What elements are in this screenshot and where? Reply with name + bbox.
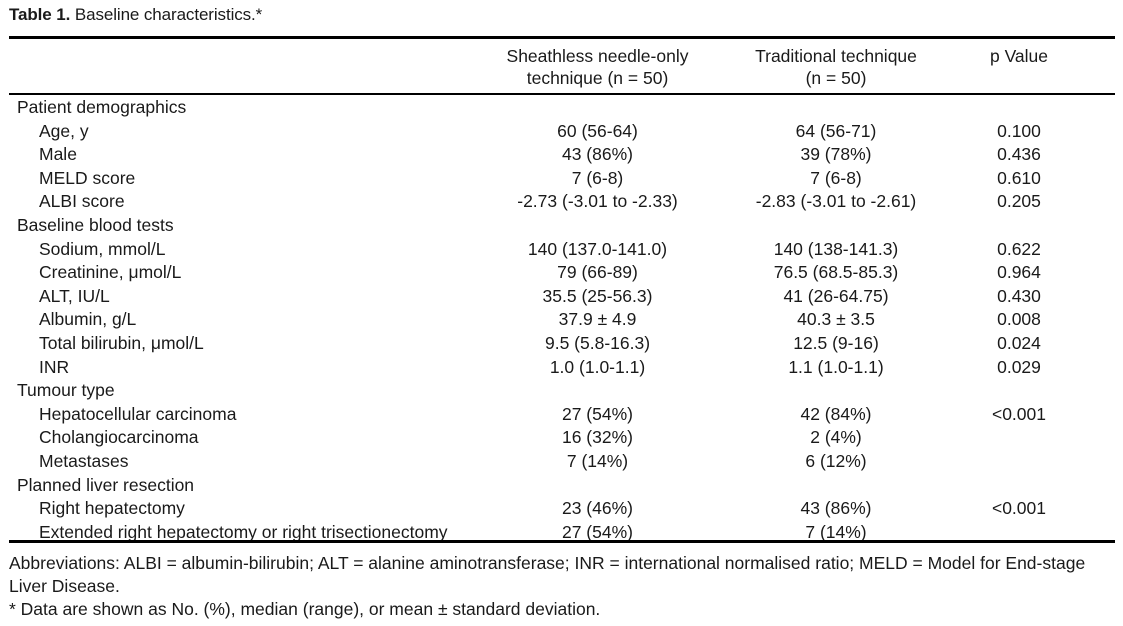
- row-label: Right hepatectomy: [39, 498, 185, 519]
- sheathless-value: 23 (46%): [561, 498, 633, 519]
- traditional-value: 6 (12%): [805, 451, 867, 471]
- row-label: Age, y: [39, 120, 89, 141]
- sheathless-value: 60 (56-64): [557, 120, 638, 141]
- sheathless-value: 27 (54%): [561, 403, 633, 424]
- sheathless-value: 9.5 (5.8-16.3): [544, 333, 651, 353]
- row-label: Male: [39, 144, 77, 165]
- table-row: Sodium, mmol/L 140 (137.0-141.0) 140 (138-…: [9, 238, 1115, 262]
- p-value: <0.001: [991, 403, 1046, 424]
- table-row: Total bilirubin, μmol/L 9.5 (5.8-16.3) 12.…: [9, 332, 1115, 356]
- data-footnote: * Data are shown as No. (%), median (ran…: [9, 599, 601, 619]
- sheathless-value: 35.5 (25-56.3): [542, 285, 653, 306]
- sheathless-value: -2.73 (-3.01 to -2.33): [517, 191, 678, 212]
- p-value: 0.436: [997, 144, 1041, 165]
- p-value: <0.001: [991, 498, 1046, 519]
- traditional-value: 42 (84%): [800, 403, 872, 424]
- row-label: Sodium, mmol/L: [39, 238, 166, 259]
- header-sheathless-line1: Sheathless needle-only: [506, 46, 689, 66]
- header-traditional: Traditional technique (n = 50): [728, 45, 944, 89]
- traditional-value: 40.3 ± 3.5: [797, 309, 875, 330]
- traditional-value: 1.1 (1.0-1.1): [788, 356, 884, 377]
- header-traditional-line2: (n = 50): [805, 68, 867, 88]
- table-row: Cholangiocarcinoma 16 (32%) 2 (4%): [9, 426, 1115, 450]
- row-label: ALBI score: [39, 191, 125, 212]
- sheathless-value: 37.9 ± 4.9: [558, 309, 637, 330]
- header-sheathless: Sheathless needle-only technique (n = 50…: [489, 45, 706, 89]
- table-row: Albumin, g/L 37.9 ± 4.9 40.3 ± 3.5 0.008: [9, 308, 1115, 332]
- header-rule: [9, 93, 1115, 95]
- row-label: Metastases: [39, 451, 129, 471]
- row-label: ALT, IU/L: [39, 285, 110, 306]
- p-value: 0.430: [997, 285, 1041, 306]
- header-traditional-line1: Traditional technique: [755, 46, 917, 66]
- table-row: ALBI score -2.73 (-3.01 to -2.33) -2.83 (-…: [9, 190, 1115, 214]
- table-row: Age, y 60 (56-64) 64 (56-71) 0.100: [9, 120, 1115, 144]
- row-label: Creatinine, μmol/L: [39, 262, 182, 283]
- p-value: 0.100: [997, 120, 1041, 141]
- table-row: Creatinine, μmol/L 79 (66-89) 76.5 (68.5-8…: [9, 261, 1115, 285]
- row-label: INR: [39, 356, 70, 377]
- section-label: Baseline blood tests: [17, 215, 174, 235]
- traditional-value: 76.5 (68.5-85.3): [773, 262, 899, 283]
- sheathless-value: 7 (14%): [566, 451, 629, 471]
- row-label: Total bilirubin, μmol/L: [39, 333, 204, 353]
- traditional-value: 12.5 (9-16): [793, 333, 879, 353]
- traditional-value: 43 (86%): [800, 498, 872, 519]
- section-label: Tumour type: [17, 380, 115, 401]
- sheathless-value: 27 (54%): [561, 521, 633, 542]
- table-row: Metastases 7 (14%) 6 (12%): [9, 450, 1115, 474]
- p-value: 0.205: [997, 191, 1041, 212]
- header-sheathless-line2: technique (n = 50): [526, 68, 669, 88]
- section-label: Patient demographics: [17, 97, 187, 117]
- table-title: Baseline characteristics.*: [70, 5, 263, 24]
- table-row: Male 43 (86%) 39 (78%) 0.436: [9, 143, 1115, 167]
- table-row: MELD score 7 (6-8) 7 (6-8) 0.610: [9, 167, 1115, 191]
- traditional-value: 7 (6-8): [810, 167, 862, 188]
- row-label: Hepatocellular carcinoma: [39, 403, 237, 424]
- sheathless-value: 79 (66-89): [557, 262, 638, 283]
- table-row: Hepatocellular carcinoma 27 (54%) 42 (84%)…: [9, 403, 1115, 427]
- section-row: Baseline blood tests: [9, 214, 1115, 238]
- p-value: 0.964: [997, 262, 1041, 283]
- row-label: Cholangiocarcinoma: [39, 427, 199, 448]
- p-value: 0.622: [997, 238, 1041, 259]
- p-value: 0.610: [997, 167, 1041, 188]
- table-caption: Table 1. Baseline characteristics.*: [9, 5, 262, 25]
- row-label: Albumin, g/L: [39, 309, 137, 330]
- sheathless-value: 1.0 (1.0-1.1): [549, 356, 646, 377]
- traditional-value: 140 (138-141.3): [773, 238, 899, 259]
- section-label: Planned liver resection: [17, 474, 195, 495]
- section-row: Patient demographics: [9, 96, 1115, 120]
- header-p-value: p Value: [989, 46, 1049, 66]
- table-row: Extended right hepatectomy or right tris…: [9, 521, 1115, 545]
- traditional-value: 41 (26-64.75): [783, 285, 889, 306]
- traditional-value: 7 (14%): [805, 521, 867, 542]
- p-value: 0.029: [997, 356, 1041, 377]
- row-label: Extended right hepatectomy or right tris…: [39, 521, 448, 542]
- sheathless-value: 16 (32%): [561, 427, 633, 448]
- table-row: Right hepatectomy 23 (46%) 43 (86%) <0.001: [9, 497, 1115, 521]
- table-number: Table 1.: [9, 5, 71, 24]
- table-row: INR 1.0 (1.0-1.1) 1.1 (1.0-1.1) 0.029: [9, 356, 1115, 380]
- section-row: Tumour type: [9, 379, 1115, 403]
- top-rule: [9, 36, 1115, 39]
- row-label: MELD score: [39, 167, 136, 188]
- traditional-value: -2.83 (-3.01 to -2.61): [755, 191, 917, 212]
- traditional-value: 2 (4%): [810, 427, 862, 448]
- sheathless-value: 140 (137.0-141.0): [527, 238, 668, 259]
- sheathless-value: 43 (86%): [561, 144, 633, 165]
- traditional-value: 39 (78%): [800, 144, 872, 165]
- table-row: ALT, IU/L 35.5 (25-56.3) 41 (26-64.75) 0.43…: [9, 285, 1115, 309]
- p-value: 0.024: [997, 333, 1041, 353]
- p-value: 0.008: [997, 309, 1041, 330]
- bottom-rule: [9, 540, 1115, 543]
- abbreviations-note: Abbreviations: ALBI = albumin-bilirubin;…: [9, 553, 1086, 596]
- traditional-value: 64 (56-71): [795, 120, 877, 141]
- section-row: Planned liver resection: [9, 474, 1115, 498]
- sheathless-value: 7 (6-8): [571, 167, 624, 188]
